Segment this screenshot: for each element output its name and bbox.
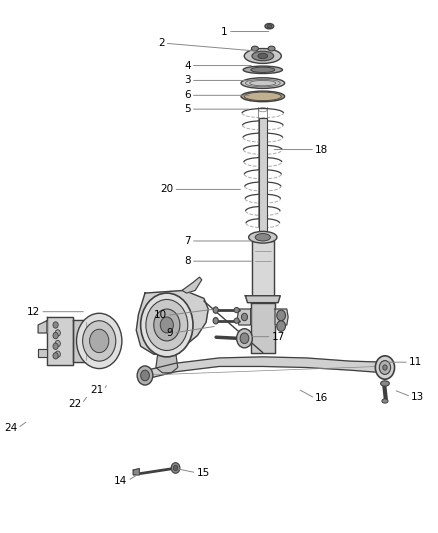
Text: 9: 9 bbox=[167, 328, 173, 338]
Ellipse shape bbox=[213, 307, 218, 313]
Ellipse shape bbox=[381, 381, 389, 386]
Text: 17: 17 bbox=[272, 332, 285, 342]
Text: 6: 6 bbox=[184, 90, 191, 100]
Circle shape bbox=[90, 329, 109, 353]
Circle shape bbox=[383, 365, 387, 370]
Ellipse shape bbox=[244, 49, 281, 63]
Circle shape bbox=[171, 463, 180, 473]
Ellipse shape bbox=[213, 318, 218, 324]
Polygon shape bbox=[38, 321, 47, 333]
Circle shape bbox=[154, 309, 180, 341]
Polygon shape bbox=[133, 469, 139, 475]
Text: 22: 22 bbox=[68, 399, 82, 409]
Text: 13: 13 bbox=[411, 392, 424, 402]
Text: 10: 10 bbox=[154, 310, 167, 320]
Circle shape bbox=[277, 321, 286, 332]
Text: 15: 15 bbox=[197, 468, 210, 478]
Text: 16: 16 bbox=[315, 393, 328, 403]
Text: 5: 5 bbox=[184, 104, 191, 114]
Ellipse shape bbox=[251, 67, 275, 72]
Circle shape bbox=[137, 366, 153, 385]
Polygon shape bbox=[136, 290, 208, 354]
Circle shape bbox=[240, 333, 249, 344]
Text: 12: 12 bbox=[27, 306, 40, 317]
Ellipse shape bbox=[252, 51, 274, 61]
Polygon shape bbox=[245, 296, 280, 303]
Text: 21: 21 bbox=[90, 385, 103, 395]
Text: 24: 24 bbox=[4, 423, 18, 433]
Ellipse shape bbox=[267, 25, 272, 28]
Text: 1: 1 bbox=[221, 27, 228, 37]
Ellipse shape bbox=[241, 91, 285, 102]
Ellipse shape bbox=[258, 53, 268, 59]
Circle shape bbox=[55, 351, 60, 358]
Circle shape bbox=[277, 310, 286, 321]
Ellipse shape bbox=[255, 233, 270, 241]
Ellipse shape bbox=[234, 318, 239, 324]
Polygon shape bbox=[182, 277, 202, 293]
Polygon shape bbox=[156, 352, 178, 373]
Circle shape bbox=[53, 333, 58, 339]
Circle shape bbox=[379, 361, 391, 374]
Polygon shape bbox=[73, 320, 97, 362]
Circle shape bbox=[53, 322, 58, 328]
Text: 14: 14 bbox=[114, 476, 127, 486]
Text: 8: 8 bbox=[184, 256, 191, 266]
Circle shape bbox=[237, 329, 252, 348]
Ellipse shape bbox=[265, 23, 274, 29]
Polygon shape bbox=[47, 317, 73, 365]
Text: 3: 3 bbox=[184, 76, 191, 85]
Circle shape bbox=[146, 300, 188, 351]
Ellipse shape bbox=[268, 46, 275, 51]
Polygon shape bbox=[275, 309, 288, 325]
Circle shape bbox=[160, 317, 173, 333]
Text: 11: 11 bbox=[409, 357, 422, 367]
Circle shape bbox=[77, 313, 122, 368]
Ellipse shape bbox=[243, 66, 283, 74]
Text: 2: 2 bbox=[158, 38, 165, 48]
Ellipse shape bbox=[234, 308, 239, 313]
Text: 20: 20 bbox=[160, 184, 173, 195]
Ellipse shape bbox=[249, 231, 277, 243]
Circle shape bbox=[53, 353, 58, 359]
Polygon shape bbox=[252, 241, 274, 298]
Polygon shape bbox=[237, 309, 251, 325]
Circle shape bbox=[141, 370, 149, 381]
Polygon shape bbox=[143, 357, 385, 379]
Text: 7: 7 bbox=[184, 236, 191, 246]
Circle shape bbox=[278, 313, 284, 321]
Bar bbox=[259, 118, 267, 240]
Ellipse shape bbox=[382, 399, 388, 403]
Text: 18: 18 bbox=[315, 144, 328, 155]
Circle shape bbox=[53, 343, 58, 350]
Text: 4: 4 bbox=[184, 61, 191, 70]
Circle shape bbox=[173, 465, 178, 471]
Circle shape bbox=[375, 356, 395, 379]
Polygon shape bbox=[38, 349, 47, 357]
Polygon shape bbox=[251, 303, 275, 353]
Circle shape bbox=[83, 321, 116, 361]
Ellipse shape bbox=[251, 46, 258, 51]
Circle shape bbox=[141, 293, 193, 357]
Ellipse shape bbox=[244, 92, 281, 101]
Circle shape bbox=[241, 313, 247, 321]
Circle shape bbox=[55, 330, 60, 336]
Ellipse shape bbox=[241, 78, 285, 88]
Circle shape bbox=[55, 341, 60, 347]
